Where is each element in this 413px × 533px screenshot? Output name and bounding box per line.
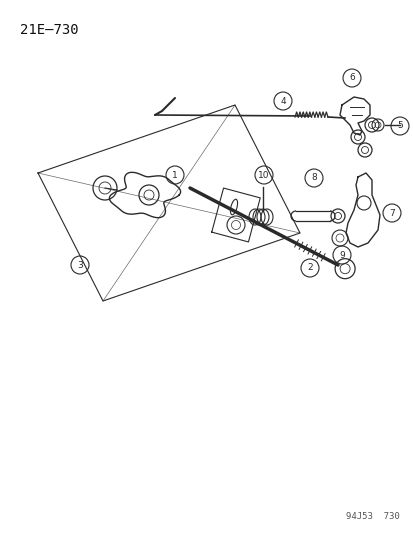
Text: 1: 1 [172, 171, 178, 180]
Text: 21E–730: 21E–730 [20, 23, 78, 37]
Text: 6: 6 [348, 74, 354, 83]
Text: 9: 9 [338, 251, 344, 260]
Text: 10: 10 [258, 171, 269, 180]
Text: 94J53  730: 94J53 730 [345, 512, 399, 521]
Text: 3: 3 [77, 261, 83, 270]
Text: 8: 8 [311, 174, 316, 182]
Text: 5: 5 [396, 122, 402, 131]
Text: 2: 2 [306, 263, 312, 272]
Text: 7: 7 [388, 208, 394, 217]
Text: 4: 4 [280, 96, 285, 106]
